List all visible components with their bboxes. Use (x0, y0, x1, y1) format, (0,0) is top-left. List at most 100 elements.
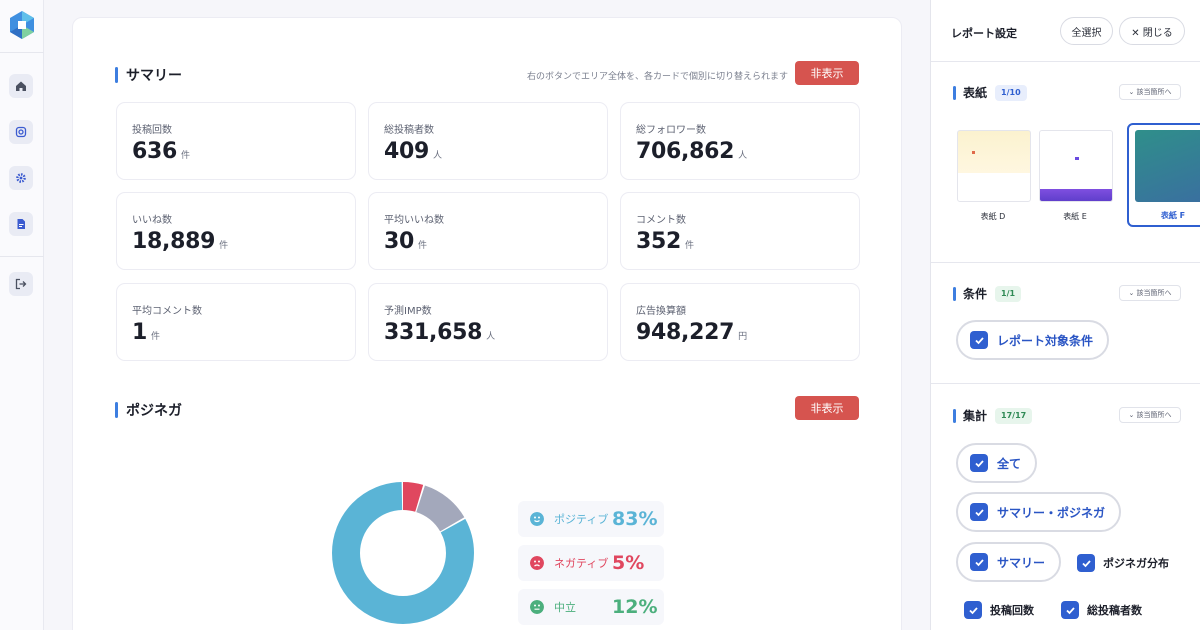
stat-value: 352 (636, 229, 682, 254)
logout-nav-button[interactable] (9, 272, 33, 296)
aggregate-checkbox-posinega-distribution[interactable]: ポジネガ分布 (1077, 553, 1169, 573)
condition-title: 条件 (963, 287, 988, 301)
donut-slice-positive (332, 482, 474, 624)
stat-card[interactable]: 総投稿者数 409 人 (368, 102, 608, 180)
legend-percent: 12% (612, 596, 658, 618)
stat-value: 1 (132, 320, 148, 345)
aggregate-count-badge: 17/17 (995, 407, 1033, 424)
checkbox-label: 投稿回数 (990, 604, 1034, 617)
rail-divider (0, 52, 44, 53)
checkbox-label: サマリー (997, 555, 1046, 570)
section-marker (953, 85, 956, 100)
stat-value-group: 331,658 人 (384, 320, 495, 345)
cover-jump-button[interactable]: ⌄ 該当箇所へ (1119, 84, 1181, 100)
stat-label: 総投稿者数 (384, 125, 434, 136)
stat-value-group: 30 件 (384, 229, 427, 254)
cover-thumb-e[interactable]: 表紙 E (1031, 123, 1119, 227)
checkbox-checked-icon (1061, 601, 1079, 619)
stat-card[interactable]: コメント数 352 件 (620, 192, 860, 270)
stat-label: 広告換算額 (636, 306, 686, 317)
stat-value: 18,889 (132, 229, 216, 254)
stat-label: 投稿回数 (132, 125, 172, 136)
legend-label: ネガティブ (554, 557, 609, 570)
frown-face-icon (530, 556, 544, 570)
report-settings-panel: レポート設定 全選択 ✕ 閉じる 表紙 1/10 ⌄ 該当箇所へ 表紙 D 表紙… (930, 0, 1200, 630)
report-nav-button[interactable] (9, 212, 33, 236)
stat-card[interactable]: 予測IMP数 331,658 人 (368, 283, 608, 361)
aggregate-checkbox-summary-posinega[interactable]: サマリー・ポジネガ (956, 492, 1122, 532)
section-marker (115, 402, 118, 418)
stat-label: 平均いいね数 (384, 215, 444, 226)
summary-hint: 右のボタンでエリア全体を、各カードで個別に切り替えられます (526, 72, 788, 82)
settings-nav-button[interactable] (9, 166, 33, 190)
sentiment-title: ポジネガ (126, 403, 182, 419)
home-nav-button[interactable] (9, 74, 33, 98)
checkbox-checked-icon (970, 553, 988, 571)
stat-label: 総フォロワー数 (636, 125, 706, 136)
settings-icon (16, 173, 26, 183)
stat-value: 636 (132, 139, 178, 164)
logout-icon (15, 278, 27, 290)
report-preview-card: サマリー 右のボタンでエリア全体を、各カードで個別に切り替えられます 非表示 投… (72, 17, 902, 630)
stat-value-group: 706,862 人 (636, 139, 747, 164)
aggregate-checkbox-post-count[interactable]: 投稿回数 (964, 600, 1034, 620)
aggregate-checkbox-all[interactable]: 全て (956, 443, 1038, 483)
stat-label: いいね数 (132, 215, 172, 226)
instagram-nav-button[interactable] (9, 120, 33, 144)
summary-heading: サマリー (115, 65, 182, 85)
stat-card[interactable]: 平均コメント数 1 件 (116, 283, 356, 361)
cover-thumb-image (1135, 130, 1200, 202)
stat-card[interactable]: 平均いいね数 30 件 (368, 192, 608, 270)
legend-row: 中立 12% (518, 589, 664, 625)
cover-thumb-image (1039, 130, 1113, 202)
legend-percent: 83% (612, 508, 658, 530)
close-button[interactable]: ✕ 閉じる (1119, 17, 1185, 45)
checkbox-checked-icon (964, 601, 982, 619)
stat-unit: 件 (151, 332, 161, 342)
section-marker (953, 286, 956, 301)
legend-row: ネガティブ 5% (518, 545, 664, 581)
stat-unit: 件 (219, 241, 229, 251)
cover-title: 表紙 (963, 86, 988, 100)
stat-value-group: 409 人 (384, 139, 442, 164)
cover-thumb-f-selected[interactable]: 表紙 F (1127, 123, 1200, 227)
sentiment-heading: ポジネガ (115, 400, 182, 420)
checkbox-checked-icon (970, 503, 988, 521)
stat-card[interactable]: 総フォロワー数 706,862 人 (620, 102, 860, 180)
stat-value: 706,862 (636, 139, 735, 164)
stat-label: 予測IMP数 (384, 306, 432, 317)
panel-divider (931, 383, 1200, 384)
stat-unit: 人 (433, 151, 443, 161)
app-logo-icon (10, 11, 34, 39)
checkbox-label: ポジネガ分布 (1103, 557, 1169, 570)
stat-value: 409 (384, 139, 430, 164)
aggregate-checkbox-total-posters[interactable]: 総投稿者数 (1061, 600, 1142, 620)
aggregate-checkbox-summary[interactable]: サマリー (956, 542, 1062, 582)
stat-card[interactable]: 広告換算額 948,227 円 (620, 283, 860, 361)
stat-value: 948,227 (636, 320, 735, 345)
condition-jump-button[interactable]: ⌄ 該当箇所へ (1119, 285, 1181, 301)
select-all-button[interactable]: 全選択 (1060, 17, 1113, 45)
legend-row: ポジティブ 83% (518, 501, 664, 537)
summary-hide-button[interactable]: 非表示 (795, 61, 859, 85)
stat-card[interactable]: いいね数 18,889 件 (116, 192, 356, 270)
checkbox-checked-icon (970, 454, 988, 472)
neutral-face-icon (530, 600, 544, 614)
sentiment-hide-button[interactable]: 非表示 (795, 396, 859, 420)
stat-label: 平均コメント数 (132, 306, 202, 317)
report-icon (17, 219, 25, 229)
instagram-icon (15, 126, 27, 138)
stat-value-group: 352 件 (636, 229, 694, 254)
cover-count-badge: 1/10 (995, 84, 1027, 101)
checkbox-label: 総投稿者数 (1087, 604, 1142, 617)
smile-face-icon (530, 512, 544, 526)
condition-checkbox-report-target[interactable]: レポート対象条件 (956, 320, 1110, 360)
stat-card[interactable]: 投稿回数 636 件 (116, 102, 356, 180)
stat-value: 331,658 (384, 320, 483, 345)
aggregate-jump-button[interactable]: ⌄ 該当箇所へ (1119, 407, 1181, 423)
panel-divider (931, 262, 1200, 263)
cover-thumb-d[interactable]: 表紙 D (949, 123, 1037, 227)
sentiment-donut-chart (332, 482, 474, 624)
cover-thumb-caption: 表紙 D (980, 212, 1006, 221)
